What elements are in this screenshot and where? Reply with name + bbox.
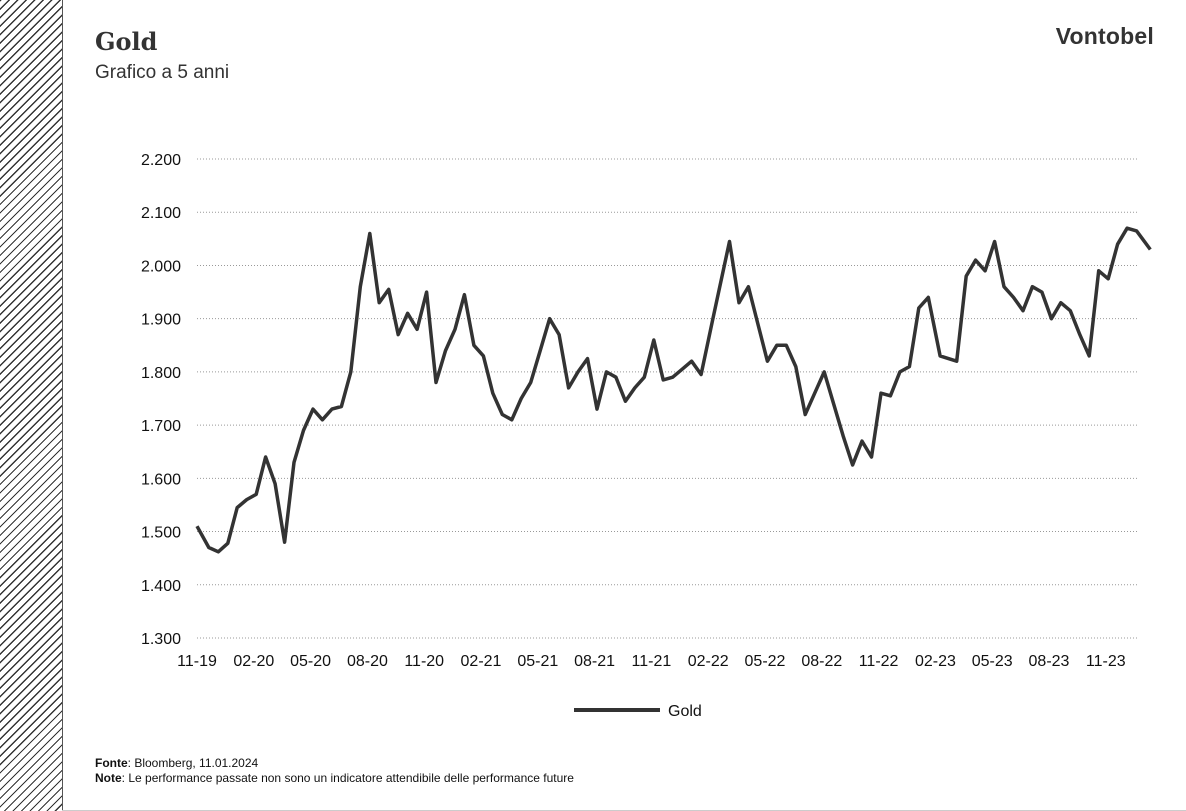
y-axis-ticks: 2.200 2.100 2.000 1.900 1.800 1.700 1.600 1.500…: [141, 152, 181, 648]
vontobel-logo: Vontobel: [1055, 23, 1154, 49]
x-tick-label: 02-21: [461, 653, 502, 670]
x-tick-label: 02-23: [915, 653, 956, 670]
note-text: : Le performance passate non sono un ind…: [121, 771, 574, 785]
series-layer: [195, 226, 1152, 554]
y-tick-label: 2.200: [141, 152, 181, 169]
x-tick-label: 05-22: [745, 653, 786, 670]
x-tick-label: 11-23: [1086, 653, 1126, 670]
x-tick-label: 05-23: [972, 653, 1013, 670]
legend: Gold: [574, 703, 702, 720]
note-line: Note: Le performance passate non sono un…: [95, 771, 574, 786]
x-axis-ticks: 11-19 02-20 05-20 08-20 11-20 02-21 05-21 08-21…: [177, 653, 1126, 670]
x-tick-label: 05-20: [290, 653, 331, 670]
x-tick-label: 08-23: [1029, 653, 1070, 670]
y-tick-label: 1.800: [141, 365, 181, 382]
y-tick-label: 1.600: [141, 471, 181, 488]
y-tick-label: 2.000: [141, 258, 181, 275]
source-line: Fonte: Bloomberg, 11.01.2024: [95, 756, 574, 771]
chart-title: Gold: [95, 27, 158, 56]
source-label: Fonte: [95, 756, 128, 770]
grid-lines: [197, 158, 1138, 639]
x-tick-label: 11-20: [404, 653, 444, 670]
x-tick-label: 11-19: [177, 653, 217, 670]
y-tick-label: 1.500: [141, 525, 181, 542]
x-tick-label: 02-20: [233, 653, 274, 670]
legend-label-gold: Gold: [668, 703, 702, 720]
x-tick-label: 08-22: [801, 653, 842, 670]
source-text: : Bloomberg, 11.01.2024: [127, 756, 259, 770]
note-label: Note: [95, 771, 122, 785]
y-tick-label: 1.700: [141, 418, 181, 435]
y-tick-label: 1.300: [141, 631, 181, 648]
series-line-gold: [195, 226, 1152, 554]
y-tick-label: 2.100: [141, 205, 181, 222]
chart-subtitle: Grafico a 5 anni: [95, 62, 230, 83]
hatched-side-band: [0, 0, 63, 811]
y-tick-label: 1.900: [141, 312, 181, 329]
x-tick-label: 02-22: [688, 653, 729, 670]
x-tick-label: 08-21: [574, 653, 615, 670]
footer: Fonte: Bloomberg, 11.01.2024 Note: Le pe…: [95, 756, 574, 786]
x-tick-label: 11-21: [632, 653, 672, 670]
x-tick-label: 08-20: [347, 653, 388, 670]
x-tick-label: 11-22: [859, 653, 899, 670]
y-tick-label: 1.400: [141, 578, 181, 595]
x-tick-label: 05-21: [517, 653, 558, 670]
